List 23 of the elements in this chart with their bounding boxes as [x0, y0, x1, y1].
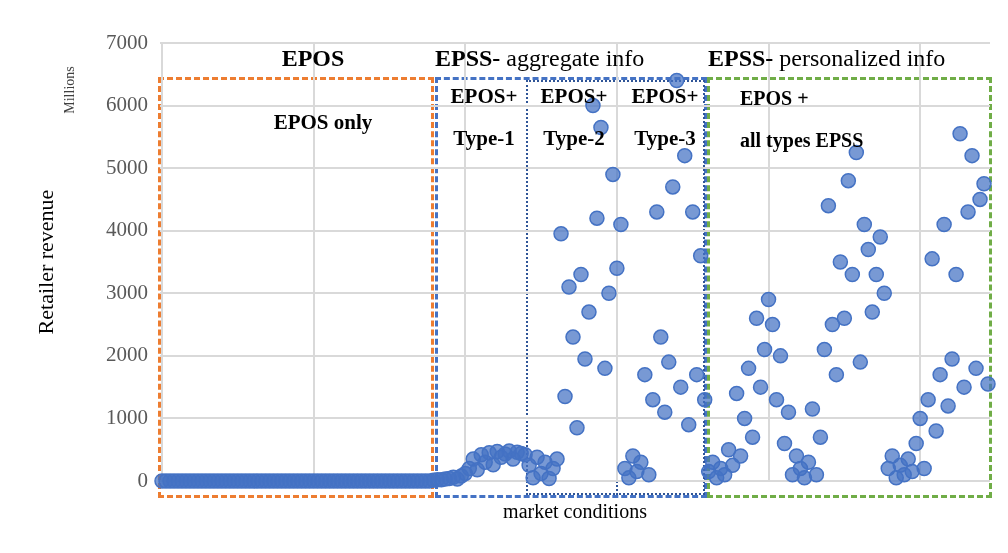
annotation: EPOS+	[631, 84, 699, 109]
y-tick-label: 3000	[106, 279, 148, 304]
annotation: EPOS+	[450, 84, 518, 109]
y-tick-label: 1000	[106, 404, 148, 429]
x-axis-title: market conditions	[503, 500, 648, 523]
y-axis-title: Retailer revenue	[32, 189, 58, 335]
y-tick-label: 7000	[106, 29, 148, 54]
annotation: all types EPSS	[740, 129, 864, 153]
annotation: EPSS- personalized info	[708, 45, 946, 72]
y-tick-label: 4000	[106, 217, 148, 242]
annotation: Type-3	[634, 126, 696, 151]
annotation: EPOS	[281, 45, 345, 72]
annotation: Type-1	[453, 126, 515, 151]
annotation: EPOS only	[273, 110, 373, 135]
annotation: EPOS+	[540, 84, 608, 109]
annotation: EPSS- aggregate info	[435, 45, 645, 72]
text: Millions	[61, 66, 77, 114]
annotation: Type-2	[543, 126, 605, 151]
y-tick-label: 2000	[106, 342, 148, 367]
y-tick-label: 0	[137, 467, 148, 492]
annotation: EPOS +	[740, 87, 809, 110]
y-tick-label: 5000	[106, 154, 148, 179]
y-tick-label: 6000	[106, 92, 148, 117]
